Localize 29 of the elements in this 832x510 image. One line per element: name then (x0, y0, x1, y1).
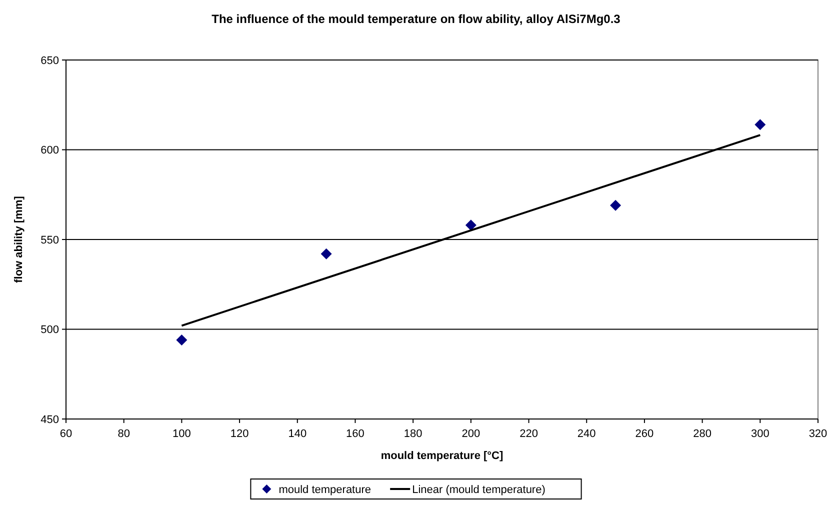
x-tick-label: 140 (288, 428, 307, 440)
legend-label: Linear (mould temperature) (412, 484, 546, 496)
point (176, 334, 188, 346)
x-tick-label: 60 (60, 428, 72, 440)
x-tick-label: 180 (404, 428, 422, 440)
x-axis-title: mould temperature [°C] (380, 450, 504, 462)
y-tick-label: 550 (40, 234, 59, 246)
y-tick-label: 650 (40, 54, 59, 67)
point (320, 248, 332, 260)
point (465, 220, 476, 231)
y-tick-label: 450 (40, 414, 59, 426)
x-tick-label: 200 (462, 428, 480, 440)
x-tick-label: 160 (346, 428, 364, 440)
x-tick-label: 220 (520, 428, 538, 440)
x-tick-label: 260 (635, 428, 654, 440)
x-tick-label: 120 (230, 428, 249, 440)
x-tick-label: 320 (808, 428, 828, 440)
x-tick-label: 300 (750, 428, 770, 440)
chart-title: The influence of the mould temperature on flow ability, alloy AlSi7Mg0.3 (212, 12, 621, 26)
x-tick-label: 240 (577, 428, 596, 440)
y-axis-title: flow ability [mm] (13, 196, 25, 283)
point (754, 119, 766, 130)
y-tick-label: 600 (40, 144, 59, 157)
x-tick-label: 80 (118, 428, 130, 440)
legend-label: mould temperature (278, 484, 372, 496)
y-tick-label: 500 (40, 324, 59, 336)
point (610, 200, 622, 211)
x-tick-label: 100 (172, 428, 191, 440)
x-tick-label: 280 (693, 428, 712, 440)
